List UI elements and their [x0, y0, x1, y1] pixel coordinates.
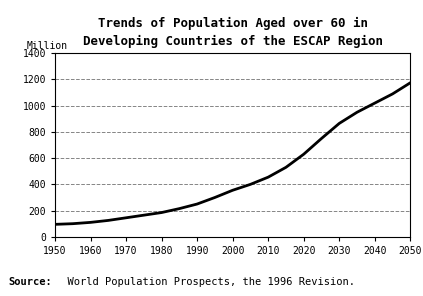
Text: Million: Million	[27, 41, 68, 52]
Text: Source:: Source:	[8, 277, 52, 287]
Text: World Population Prospects, the 1996 Revision.: World Population Prospects, the 1996 Rev…	[55, 277, 355, 287]
Title: Trends of Population Aged over 60 in
Developing Countries of the ESCAP Region: Trends of Population Aged over 60 in Dev…	[82, 17, 383, 48]
